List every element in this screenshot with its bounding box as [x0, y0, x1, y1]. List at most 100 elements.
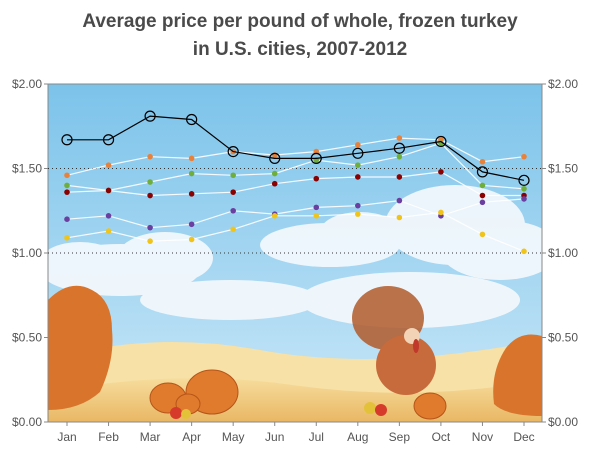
turkey-illustration	[352, 286, 436, 395]
data-point	[188, 221, 195, 228]
y-axis-right: $0.00 $0.50 $1.00 $1.50 $2.00	[542, 77, 578, 429]
data-point	[64, 182, 70, 189]
data-point	[144, 110, 156, 122]
y-tick-label-left: $1.50	[12, 162, 42, 176]
x-tick-label: Dec	[513, 430, 534, 444]
x-tick-label: Apr	[182, 430, 201, 444]
data-point	[230, 172, 236, 179]
pumpkin-group	[149, 369, 447, 420]
x-tick-label: Aug	[347, 430, 368, 444]
series-layer	[61, 110, 530, 255]
data-point	[230, 226, 236, 233]
apples	[170, 402, 387, 419]
data-point	[147, 179, 153, 185]
data-point	[230, 207, 236, 214]
data-point	[396, 174, 403, 180]
data-point	[518, 174, 530, 186]
data-point	[521, 248, 527, 255]
x-tick-label: Jun	[265, 430, 284, 444]
series-5	[64, 196, 527, 231]
data-point	[313, 213, 320, 219]
y-tick-label-left: $1.00	[12, 246, 42, 260]
autumn-tree-right	[493, 334, 542, 416]
data-point	[188, 191, 195, 197]
data-point	[355, 142, 361, 148]
x-tick-label: Feb	[98, 430, 119, 444]
data-point	[355, 211, 361, 217]
data-point	[64, 172, 70, 179]
data-point	[435, 135, 447, 148]
data-point	[396, 197, 403, 204]
data-point	[105, 228, 112, 234]
data-point	[105, 213, 112, 219]
data-point	[147, 224, 153, 231]
chart-title: Average price per pound of whole, frozen…	[0, 8, 600, 64]
data-point	[147, 238, 153, 244]
data-point	[188, 170, 195, 177]
data-point	[227, 146, 239, 158]
data-point	[521, 153, 527, 160]
y-tick-label-right: $2.00	[548, 77, 578, 91]
series-line	[66, 211, 525, 252]
data-point	[476, 166, 489, 178]
data-point	[102, 134, 115, 146]
x-axis: Jan Feb Mar Apr May Jun Jul Aug Sep Oct Nov Dec	[57, 422, 535, 444]
x-tick-label: Mar	[140, 430, 161, 444]
data-point	[147, 192, 153, 199]
y-tick-label-right: $1.50	[548, 162, 578, 176]
y-tick-label-left: $2.00	[12, 77, 42, 91]
data-point	[355, 174, 361, 180]
data-point	[188, 236, 195, 243]
x-tick-label: Nov	[472, 430, 493, 444]
data-point	[396, 135, 403, 141]
data-point	[479, 192, 486, 199]
chart-title-line-1: Average price per pound of whole, frozen…	[82, 11, 518, 32]
series-line	[66, 198, 525, 229]
data-point	[105, 162, 112, 168]
y-tick-label-right: $1.00	[548, 246, 578, 260]
x-tick-label: Jan	[57, 430, 76, 444]
series-1	[61, 110, 530, 186]
x-tick-label: Sep	[389, 430, 411, 444]
series-line	[66, 171, 524, 197]
series-line	[66, 142, 525, 192]
data-point	[64, 234, 70, 241]
data-point	[313, 175, 320, 182]
data-point	[393, 142, 405, 154]
data-point	[269, 152, 281, 164]
data-point	[147, 153, 153, 160]
y-tick-label-left: $0.00	[12, 415, 42, 429]
data-point	[355, 162, 361, 168]
data-point	[186, 113, 198, 126]
data-point	[438, 169, 444, 175]
data-point	[479, 199, 486, 206]
autumn-background	[48, 84, 542, 422]
data-point	[479, 158, 486, 165]
x-tick-label: Jul	[309, 430, 324, 444]
series-6	[64, 209, 527, 255]
data-point	[396, 153, 403, 160]
series-line	[66, 137, 525, 176]
data-point	[310, 152, 322, 164]
x-tick-label: Oct	[432, 430, 451, 444]
chart-title-line-2: in U.S. cities, 2007-2012	[192, 39, 408, 60]
data-point	[271, 213, 278, 219]
data-point	[61, 134, 73, 146]
data-point	[271, 170, 278, 177]
y-tick-label-left: $0.50	[12, 331, 42, 345]
data-point	[230, 189, 236, 195]
data-point	[105, 187, 112, 194]
autumn-tree-left	[48, 285, 113, 410]
y-tick-label-right: $0.50	[548, 331, 578, 345]
data-point	[352, 147, 364, 159]
data-point	[521, 196, 527, 202]
data-point	[64, 189, 70, 195]
y-axis-left: $0.00 $0.50 $1.00 $1.50 $2.00	[12, 77, 48, 429]
data-point	[479, 231, 486, 238]
data-point	[188, 155, 195, 162]
data-point	[64, 216, 70, 222]
data-point	[355, 202, 361, 209]
y-tick-label-right: $0.00	[548, 415, 578, 429]
series-4	[64, 169, 527, 199]
